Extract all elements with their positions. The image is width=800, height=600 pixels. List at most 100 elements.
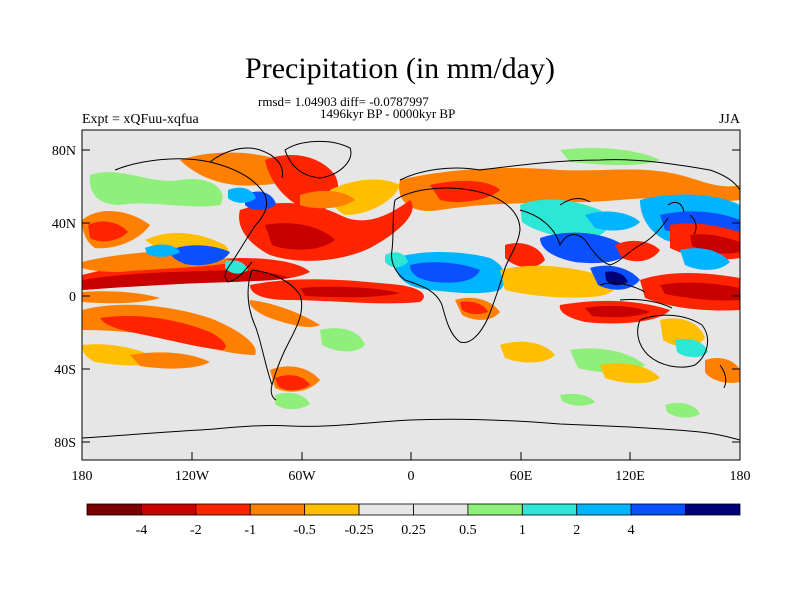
colorbar-labels: -4 -2 -1 -0.5 -0.25 0.25 0.5 1 2 4	[136, 523, 635, 538]
anomaly-patch	[180, 152, 291, 186]
anomaly-patch	[585, 211, 640, 231]
anomaly-patch	[585, 305, 650, 318]
anomaly-patch	[399, 168, 740, 211]
coastline-new-zealand	[719, 364, 727, 389]
lon-label: 120E	[615, 469, 645, 484]
colorbar-label: -4	[136, 523, 148, 538]
anomaly-patch	[130, 352, 210, 369]
anomaly-patch	[300, 286, 400, 298]
chart-title: Precipitation (in mm/day)	[245, 52, 555, 85]
anomaly-patch	[665, 402, 700, 418]
lat-label: 40S	[54, 363, 76, 378]
lat-tick-labels: 80N 40N 0 40S 80S	[52, 144, 76, 451]
lon-label: 0	[408, 469, 415, 484]
colorbar-box	[413, 503, 469, 516]
anomaly-patch	[410, 262, 480, 283]
colorbar-label: 1	[519, 523, 526, 538]
anomaly-patch	[500, 265, 615, 298]
colorbar-box	[141, 503, 197, 516]
colorbar-box	[521, 503, 578, 516]
coastline-south-america-west	[247, 269, 273, 386]
lon-label: 180	[730, 469, 751, 484]
anomaly-patch	[615, 240, 660, 262]
anomaly-patch	[605, 271, 628, 286]
lat-label: 40N	[52, 217, 76, 232]
anomaly-patch	[82, 270, 290, 290]
lon-label: 60E	[510, 469, 533, 484]
anomaly-patch	[560, 148, 660, 166]
anomaly-patch	[680, 248, 730, 270]
anomaly-patch	[329, 179, 400, 215]
anomaly-patch	[560, 393, 595, 406]
colorbar-box	[630, 503, 686, 516]
anomaly-patch	[430, 180, 500, 202]
anomaly-patch	[520, 199, 609, 239]
stats-line: rmsd= 1.04903 diff= -0.0787997	[258, 94, 429, 109]
colorbar-box	[249, 503, 306, 516]
anomaly-patch	[320, 328, 365, 352]
colorbar-label: -1	[244, 523, 256, 538]
coastline-eurasia-north	[399, 159, 740, 191]
coastline-north-america	[114, 158, 268, 283]
colorbar-box	[304, 503, 360, 516]
colorbar-label: 2	[573, 523, 580, 538]
precip-anomaly-field	[82, 148, 740, 418]
anomaly-patch	[145, 244, 180, 257]
coastline-south-asia	[519, 209, 669, 266]
anomaly-patch	[385, 252, 408, 268]
colorbar-label: 0.5	[459, 523, 477, 538]
anomaly-patch	[275, 392, 310, 410]
colorbar-box	[195, 503, 251, 516]
anomaly-patch	[300, 190, 355, 209]
season-label: JJA	[718, 112, 740, 127]
lat-label: 80N	[52, 144, 76, 159]
colorbar-box	[358, 503, 414, 516]
colorbar-label: -2	[190, 523, 202, 538]
colorbar-label: 4	[628, 523, 635, 538]
anomaly-patch	[82, 291, 160, 304]
coastlines	[82, 140, 740, 441]
anomaly-patch	[660, 282, 740, 301]
lat-label: 80S	[54, 436, 76, 451]
colorbar	[86, 503, 741, 516]
anomaly-patch	[100, 315, 226, 350]
anomaly-patch	[505, 243, 545, 268]
anomaly-patch	[675, 338, 708, 358]
lat-tick-marks	[82, 149, 740, 443]
coastline-indonesia	[599, 282, 673, 309]
anomaly-patch	[89, 172, 223, 207]
coastline-japan	[667, 201, 697, 235]
colorbar-label: 0.25	[401, 523, 426, 538]
anomaly-patch	[500, 341, 555, 363]
coastline-greenland	[284, 140, 352, 179]
anomaly-patch	[249, 300, 320, 328]
colorbar-box	[86, 503, 142, 516]
lat-label: 0	[69, 290, 76, 305]
colorbar-box	[685, 503, 741, 516]
anomaly-patch	[275, 375, 310, 391]
lon-label: 120W	[175, 469, 210, 484]
coastline-canada	[209, 147, 284, 179]
lon-tick-labels: 180 120W 60W 0 60E 120E 180	[72, 469, 751, 484]
anomaly-patch	[88, 221, 128, 242]
coastline-mediterranean	[559, 197, 591, 206]
anomaly-patch	[460, 301, 488, 315]
coastline-antarctica	[82, 418, 740, 441]
anomaly-patch	[265, 223, 335, 250]
coastline-africa	[391, 187, 521, 344]
anomaly-patch	[228, 187, 256, 203]
colorbar-box	[467, 503, 523, 516]
anomaly-patch	[600, 363, 660, 384]
colorbar-box	[576, 503, 632, 516]
colorbar-label: -0.5	[294, 523, 316, 538]
experiment-label: Expt = xQFuu-xqfua	[82, 112, 199, 127]
period-line: 1496kyr BP - 0000kyr BP	[320, 106, 456, 121]
anomaly-patch	[660, 318, 705, 347]
anomaly-patch	[170, 245, 230, 266]
lon-label: 180	[72, 469, 93, 484]
lon-label: 60W	[288, 469, 316, 484]
coastline-australia	[637, 314, 709, 368]
colorbar-label: -0.25	[344, 523, 373, 538]
lon-tick-marks	[81, 452, 741, 460]
